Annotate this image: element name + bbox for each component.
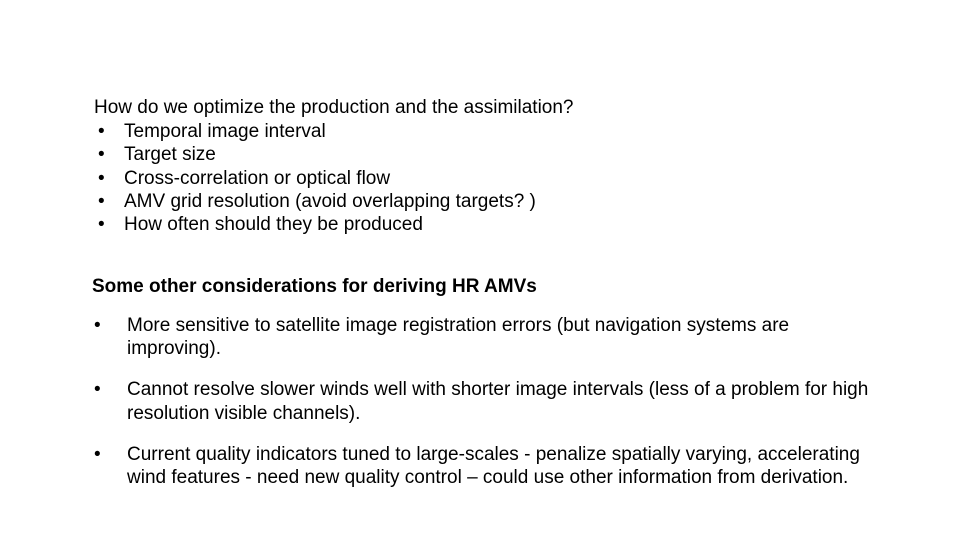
bullet-icon: • [94, 378, 101, 401]
bullet-icon: • [98, 213, 105, 236]
list-item-text: How often should they be produced [124, 214, 423, 235]
intro-question: How do we optimize the production and th… [94, 96, 884, 119]
list-item-text: AMV grid resolution (avoid overlapping t… [124, 191, 536, 212]
bullet-icon: • [94, 443, 101, 466]
bullet-icon: • [94, 314, 101, 337]
section-block: • More sensitive to satellite image regis… [92, 314, 884, 507]
intro-block: How do we optimize the production and th… [94, 96, 884, 236]
bullet-icon: • [98, 143, 105, 166]
bullet-icon: • [98, 167, 105, 190]
section-list: • More sensitive to satellite image regis… [92, 314, 884, 489]
bullet-icon: • [98, 120, 105, 143]
list-item: • More sensitive to satellite image regis… [92, 314, 884, 360]
section-heading: Some other considerations for deriving H… [92, 276, 537, 298]
list-item: • Cannot resolve slower winds well with s… [92, 378, 884, 424]
list-item: • Current quality indicators tuned to lar… [92, 443, 884, 489]
bullet-icon: • [98, 190, 105, 213]
list-item-text: Cross-correlation or optical flow [124, 168, 390, 189]
list-item-text: Target size [124, 144, 216, 165]
list-item-text: Cannot resolve slower winds well with sh… [127, 379, 868, 423]
list-item: • Temporal image interval [94, 120, 884, 143]
list-item: • Target size [94, 143, 884, 166]
list-item-text: Current quality indicators tuned to larg… [127, 444, 860, 488]
list-item: • How often should they be produced [94, 213, 884, 236]
list-item-text: Temporal image interval [124, 121, 326, 142]
intro-list: • Temporal image interval • Target size • C… [94, 120, 884, 236]
list-item-text: More sensitive to satellite image regist… [127, 315, 789, 359]
list-item: • Cross-correlation or optical flow [94, 167, 884, 190]
list-item: • AMV grid resolution (avoid overlapping … [94, 190, 884, 213]
slide: How do we optimize the production and th… [0, 0, 960, 540]
